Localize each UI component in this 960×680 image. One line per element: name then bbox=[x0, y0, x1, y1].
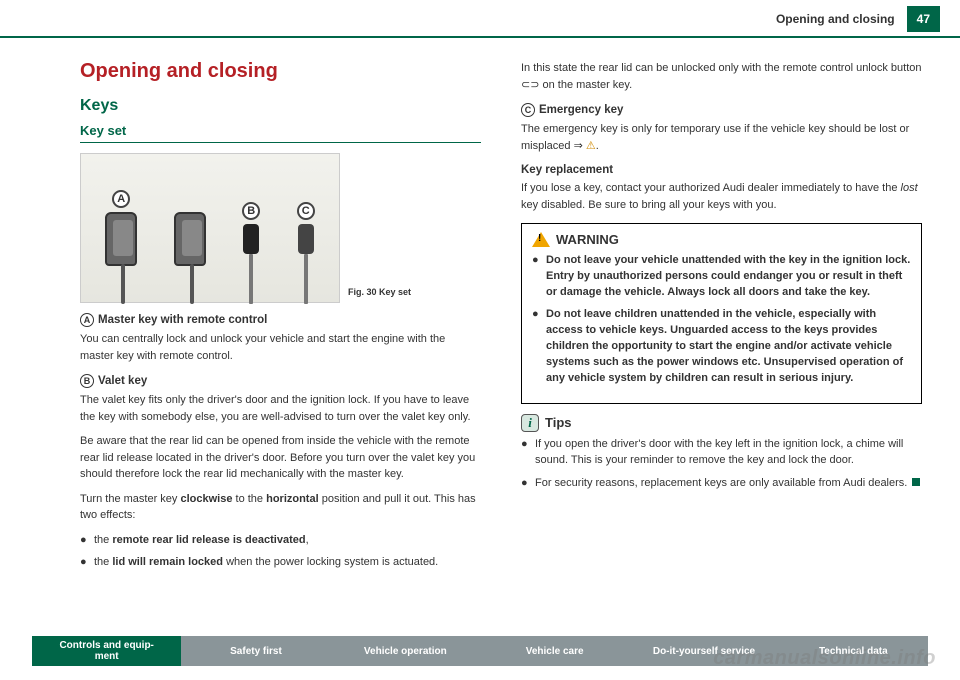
tab-safety[interactable]: Safety first bbox=[181, 636, 330, 666]
remote-key-1-icon bbox=[105, 212, 137, 266]
valet-key-icon bbox=[243, 224, 259, 254]
watermark: carmanualsonline.info bbox=[713, 647, 936, 670]
key-set-illustration: A B C bbox=[80, 153, 340, 303]
tab-care[interactable]: Vehicle care bbox=[480, 636, 629, 666]
heading-valet-key: B Valet key bbox=[80, 374, 481, 388]
master-key-title: Master key with remote control bbox=[98, 314, 267, 326]
figure-30: A B C Fig. 30 Key set bbox=[80, 153, 481, 303]
warning-box: WARNING Do not leave your vehicle unatte… bbox=[521, 223, 922, 404]
warning-ref-icon: ⚠ bbox=[586, 140, 596, 152]
warning-item-2: Do not leave children unattended in the … bbox=[532, 307, 911, 387]
valet-effects-list: the remote rear lid release is deactivat… bbox=[80, 532, 481, 571]
label-c-inline: C bbox=[521, 103, 535, 117]
warning-triangle-icon bbox=[532, 232, 550, 247]
page-number: 47 bbox=[907, 6, 940, 32]
valet-body-3: Turn the master key clockwise to the hor… bbox=[80, 491, 481, 524]
chapter-title: Opening and closing bbox=[80, 60, 481, 83]
heading-master-key: A Master key with remote control bbox=[80, 313, 481, 327]
effect-2: the lid will remain locked when the powe… bbox=[80, 554, 481, 571]
effect-1: the remote rear lid release is deactivat… bbox=[80, 532, 481, 549]
heading-key-replacement: Key replacement bbox=[521, 164, 922, 176]
valet-body-2: Be aware that the rear lid can be opened… bbox=[80, 433, 481, 483]
emergency-key-title: Emergency key bbox=[539, 104, 623, 116]
tip-2: For security reasons, replacement keys a… bbox=[521, 475, 922, 492]
figure-caption: Fig. 30 Key set bbox=[348, 287, 411, 297]
tip-1: If you open the driver's door with the k… bbox=[521, 436, 922, 469]
end-marker-icon bbox=[912, 478, 920, 486]
key-replacement-body: If you lose a key, contact your authoriz… bbox=[521, 180, 922, 213]
label-b: B bbox=[242, 202, 260, 220]
valet-body-1: The valet key fits only the driver's doo… bbox=[80, 392, 481, 425]
warning-item-1: Do not leave your vehicle unattended wit… bbox=[532, 253, 911, 301]
valet-key-title: Valet key bbox=[98, 375, 147, 387]
label-c: C bbox=[297, 202, 315, 220]
emergency-key-body: The emergency key is only for temporary … bbox=[521, 121, 922, 154]
left-column: Opening and closing Keys Key set A B C F… bbox=[80, 60, 481, 579]
key-replacement-title: Key replacement bbox=[521, 164, 613, 176]
content-columns: Opening and closing Keys Key set A B C F… bbox=[0, 38, 960, 589]
tips-header: i Tips bbox=[521, 414, 922, 432]
intro-continuation: In this state the rear lid can be unlock… bbox=[521, 60, 922, 93]
subsection-title: Key set bbox=[80, 123, 481, 143]
tab-controls[interactable]: Controls and equip-ment bbox=[32, 636, 181, 666]
label-a: A bbox=[112, 190, 130, 208]
warning-title: WARNING bbox=[556, 232, 619, 247]
warning-header: WARNING bbox=[532, 232, 911, 247]
right-column: In this state the rear lid can be unlock… bbox=[521, 60, 922, 579]
tips-title: Tips bbox=[545, 415, 572, 430]
master-key-body: You can centrally lock and unlock your v… bbox=[80, 331, 481, 364]
tab-operation[interactable]: Vehicle operation bbox=[331, 636, 480, 666]
remote-key-2-icon bbox=[174, 212, 206, 266]
header-section: Opening and closing bbox=[776, 12, 895, 26]
emergency-key-icon bbox=[298, 224, 314, 254]
info-icon: i bbox=[521, 414, 539, 432]
page-header: Opening and closing 47 bbox=[0, 0, 960, 38]
label-b-inline: B bbox=[80, 374, 94, 388]
label-a-inline: A bbox=[80, 313, 94, 327]
heading-emergency-key: C Emergency key bbox=[521, 103, 922, 117]
section-title: Keys bbox=[80, 97, 481, 115]
tips-list: If you open the driver's door with the k… bbox=[521, 436, 922, 492]
